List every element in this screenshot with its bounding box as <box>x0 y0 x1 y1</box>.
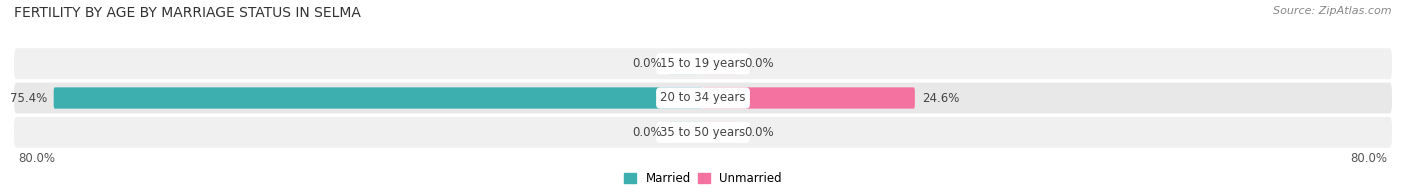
FancyBboxPatch shape <box>703 122 738 143</box>
Text: 80.0%: 80.0% <box>18 152 55 165</box>
Text: 0.0%: 0.0% <box>633 57 662 70</box>
Text: 35 to 50 years: 35 to 50 years <box>661 126 745 139</box>
FancyBboxPatch shape <box>14 48 1392 79</box>
FancyBboxPatch shape <box>14 117 1392 148</box>
Text: FERTILITY BY AGE BY MARRIAGE STATUS IN SELMA: FERTILITY BY AGE BY MARRIAGE STATUS IN S… <box>14 6 361 20</box>
Text: 24.6%: 24.6% <box>922 92 959 104</box>
Legend: Married, Unmarried: Married, Unmarried <box>624 172 782 185</box>
Text: 15 to 19 years: 15 to 19 years <box>661 57 745 70</box>
Text: 0.0%: 0.0% <box>633 126 662 139</box>
Text: 0.0%: 0.0% <box>744 57 773 70</box>
FancyBboxPatch shape <box>53 87 703 109</box>
FancyBboxPatch shape <box>703 87 915 109</box>
Text: 20 to 34 years: 20 to 34 years <box>661 92 745 104</box>
Text: 75.4%: 75.4% <box>10 92 46 104</box>
FancyBboxPatch shape <box>14 83 1392 113</box>
Text: 0.0%: 0.0% <box>744 126 773 139</box>
FancyBboxPatch shape <box>669 53 703 74</box>
Text: 80.0%: 80.0% <box>1351 152 1388 165</box>
FancyBboxPatch shape <box>669 122 703 143</box>
Text: Source: ZipAtlas.com: Source: ZipAtlas.com <box>1274 6 1392 16</box>
FancyBboxPatch shape <box>703 53 738 74</box>
